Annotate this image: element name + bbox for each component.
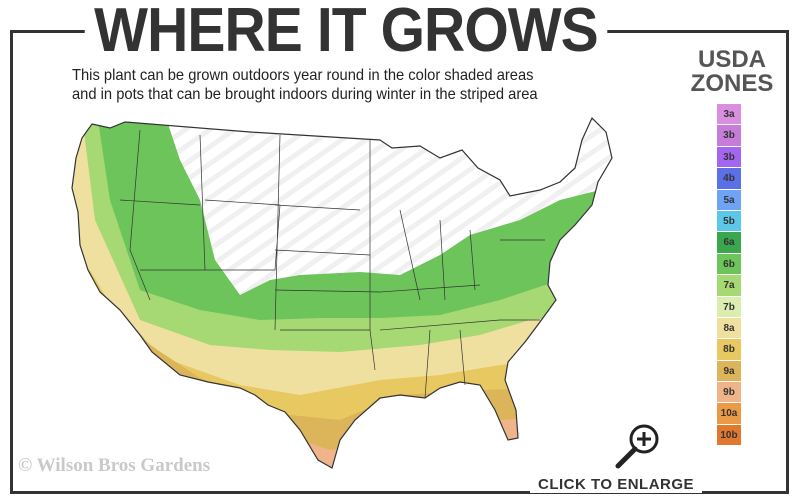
copyright-watermark: © Wilson Bros Gardens <box>18 455 211 476</box>
legend-zone-6b: 6b <box>717 253 741 276</box>
legend-zone-4b: 4b <box>717 168 741 190</box>
legend-title: USDA ZONES <box>680 48 784 96</box>
enlarge-button[interactable] <box>610 422 666 472</box>
usda-zone-legend: 3a 3b 3b 4b 5a 5b 6a 6b 7a 7b 8a 8b 9a 9b 10a 10b <box>717 104 741 447</box>
legend-zone-3a: 3a <box>717 104 741 126</box>
legend-zone-3b: 3b <box>717 125 741 147</box>
legend-zone-7a: 7a <box>717 275 741 297</box>
legend-zone-9a: 9a <box>717 360 741 383</box>
legend-zone-10a: 10a <box>717 403 741 425</box>
legend-zone-6a: 6a <box>717 232 741 254</box>
magnifier-plus-icon <box>615 424 659 469</box>
page-title: WHERE IT GROWS <box>84 0 608 66</box>
legend-title-zones: ZONES <box>690 70 774 97</box>
subtitle-line-1: This plant can be grown outdoors year ro… <box>72 67 534 84</box>
legend-zone-5b: 5b <box>717 210 741 233</box>
legend-zone-9b: 9b <box>717 382 741 404</box>
state-borders <box>119 129 545 399</box>
legend-zone-10b: 10b <box>717 424 741 447</box>
legend-zone-3b: 3b <box>717 146 741 169</box>
subtitle-line-2: and in pots that can be brought indoors … <box>72 86 538 103</box>
legend-zone-8b: 8b <box>717 339 741 361</box>
legend-zone-7b: 7b <box>717 296 741 318</box>
legend-title-usda: USDA <box>697 46 766 73</box>
us-outline <box>71 116 613 469</box>
legend-zone-8a: 8a <box>717 317 741 340</box>
click-to-enlarge-link[interactable]: CLICK TO ENLARGE <box>530 476 703 493</box>
subtitle: This plant can be grown outdoors year ro… <box>72 66 624 104</box>
legend-zone-5a: 5a <box>717 189 741 211</box>
